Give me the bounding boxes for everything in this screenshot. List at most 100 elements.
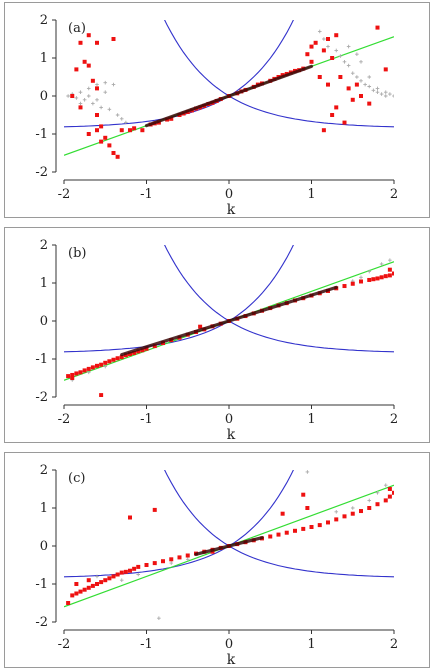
red-point — [74, 67, 79, 72]
x-tick-label: 0 — [225, 412, 233, 427]
dark-band — [120, 285, 338, 357]
red-point — [342, 514, 347, 519]
red-point — [144, 346, 149, 351]
gray-point — [375, 90, 380, 94]
red-point — [128, 352, 132, 357]
red-point — [321, 48, 326, 53]
red-point — [99, 393, 104, 397]
gray-point — [350, 506, 355, 510]
red-point — [82, 59, 87, 64]
gray-point — [355, 75, 359, 79]
red-point — [326, 82, 330, 87]
gray-point — [346, 44, 351, 49]
red-point — [346, 86, 351, 91]
red-point — [152, 507, 157, 512]
red-point — [99, 124, 104, 129]
red-point — [161, 559, 165, 564]
gray-point — [95, 98, 99, 102]
red-point — [115, 356, 120, 361]
x-tick-label: 0 — [225, 637, 233, 652]
red-point — [103, 135, 108, 140]
y-tick-label: 1 — [40, 501, 48, 516]
red-point — [359, 94, 363, 98]
gray-point — [78, 90, 83, 94]
red-point — [140, 348, 145, 353]
red-point — [198, 324, 203, 329]
red-point — [136, 564, 141, 569]
x-tick-label: -1 — [140, 412, 153, 427]
panel-0: 2 1 0 -1 -2 -2 -1 0 1 2 k (a) — [35, 13, 398, 218]
x-tick-label: 2 — [390, 187, 398, 202]
blue-up-curve — [64, 470, 294, 578]
gray-point — [359, 275, 363, 280]
y-tick-label: -2 — [35, 390, 48, 405]
gray-point — [91, 101, 95, 106]
gray-point — [359, 60, 363, 64]
red-point — [95, 582, 99, 586]
x-tick-label: -1 — [140, 187, 153, 202]
y-tick-label: -2 — [35, 615, 48, 630]
panel-label: (c) — [68, 471, 85, 486]
red-point — [284, 530, 289, 535]
red-point — [90, 365, 95, 370]
red-point — [317, 523, 322, 528]
gray-point — [86, 86, 91, 91]
red-point — [392, 490, 394, 495]
red-point — [132, 566, 137, 571]
gray-point — [115, 113, 120, 117]
gray-point — [383, 94, 388, 98]
y-tick-label: 0 — [40, 539, 48, 554]
panel-2: 2 1 0 -1 -2 -2 -1 0 1 2 k (c) — [35, 463, 398, 668]
red-point — [95, 40, 99, 45]
red-point — [268, 534, 273, 539]
red-point — [132, 350, 137, 355]
red-point — [309, 44, 314, 49]
gray-point — [388, 258, 392, 262]
gray-point — [169, 561, 174, 565]
red-point — [317, 75, 322, 79]
red-point — [70, 372, 75, 377]
red-point — [152, 344, 157, 349]
x-tick-label: 1 — [307, 637, 315, 652]
red-point — [82, 587, 87, 592]
gray-point — [363, 82, 367, 87]
gray-point — [334, 48, 339, 53]
red-point — [367, 101, 372, 106]
red-point — [78, 40, 83, 45]
gray-point — [136, 572, 141, 577]
red-point — [334, 33, 339, 38]
red-point — [359, 509, 363, 514]
gray-point — [305, 470, 310, 474]
red-point — [392, 271, 394, 276]
plot-area — [64, 245, 394, 397]
red-point — [95, 86, 99, 91]
x-tick-label: -2 — [58, 412, 71, 427]
y-tick-label: 2 — [40, 238, 48, 253]
red-point — [334, 105, 339, 110]
red-point — [74, 591, 79, 596]
red-point — [123, 353, 128, 358]
x-tick-label: 0 — [225, 187, 233, 202]
y-tick-label: 0 — [40, 89, 48, 104]
red-point — [334, 517, 339, 522]
red-point — [78, 589, 83, 594]
red-point — [136, 349, 141, 354]
red-point — [74, 371, 79, 376]
red-point — [86, 33, 91, 38]
gray-point — [185, 557, 190, 562]
x-tick-label: -2 — [58, 637, 71, 652]
red-point — [330, 113, 335, 117]
red-point — [152, 561, 157, 566]
red-point — [115, 154, 120, 159]
red-point — [383, 67, 388, 72]
red-point — [350, 511, 355, 516]
plot-area — [64, 470, 394, 620]
y-tick-label: 2 — [40, 463, 48, 478]
red-point — [78, 105, 83, 110]
red-point — [115, 572, 120, 577]
gray-point — [359, 79, 363, 83]
red-point — [305, 506, 310, 510]
red-point — [90, 78, 95, 83]
gray-point — [322, 37, 326, 41]
blue-up-curve — [64, 245, 294, 353]
